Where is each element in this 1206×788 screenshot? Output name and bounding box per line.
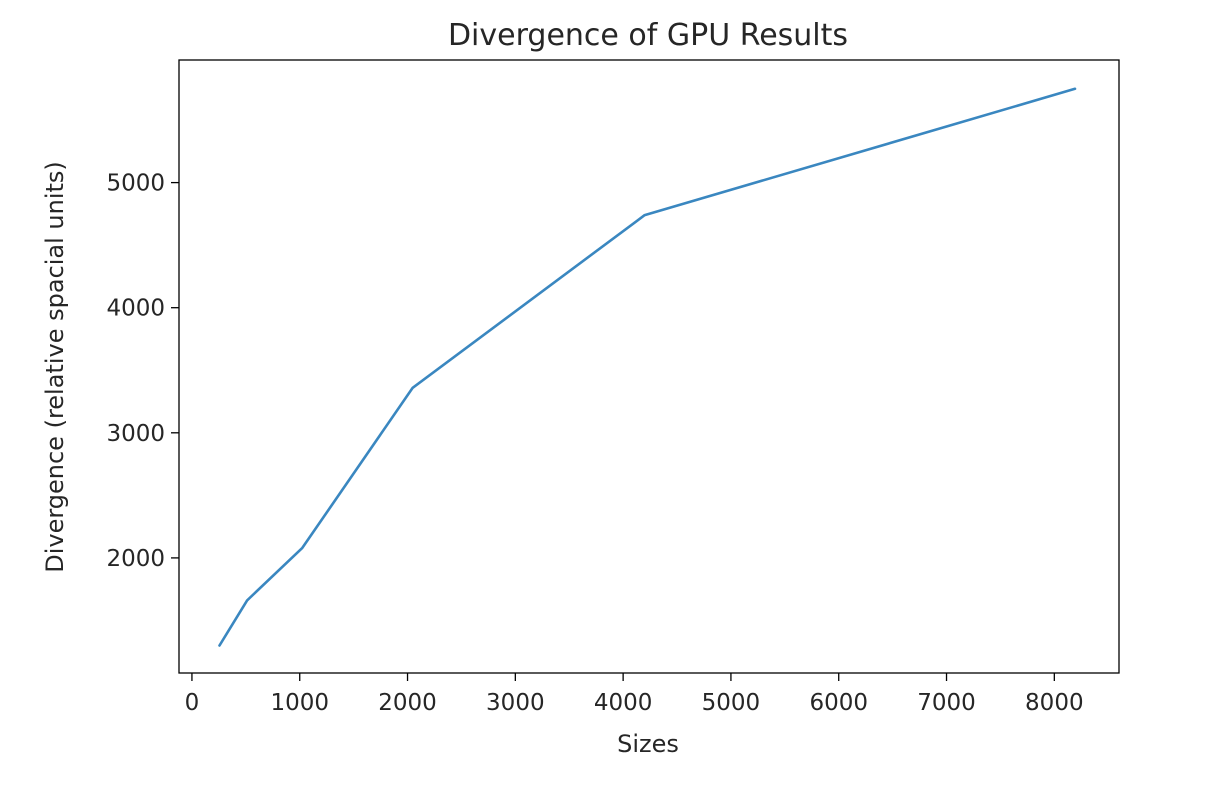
x-tick-label: 0	[185, 690, 200, 716]
x-tick-label: 5000	[702, 690, 761, 716]
y-tick-label: 4000	[106, 296, 165, 322]
x-tick-label: 8000	[1025, 690, 1084, 716]
x-tick-label: 1000	[270, 690, 329, 716]
plot-area: 0 1000 2000 3000 4000 5000 6000 7000 8000 2000 30…	[106, 59, 1120, 716]
x-axis-label: Sizes	[617, 730, 679, 758]
x-axis-ticks: 0 1000 2000 3000 4000 5000 6000 7000 8000	[185, 673, 1084, 716]
y-axis-label: Divergence (relative spacial units)	[41, 161, 69, 573]
y-tick-label: 3000	[106, 421, 165, 447]
series-layer	[218, 87, 1077, 647]
y-tick-label: 2000	[106, 546, 165, 572]
x-tick-label: 3000	[486, 690, 545, 716]
chart-title: Divergence of GPU Results	[448, 18, 848, 53]
y-axis-ticks: 2000 3000 4000 5000	[106, 171, 179, 572]
y-tick-label: 5000	[106, 171, 165, 197]
x-tick-label: 2000	[378, 690, 437, 716]
x-tick-label: 4000	[594, 690, 653, 716]
x-tick-label: 7000	[917, 690, 976, 716]
series-line	[218, 87, 1077, 647]
plot-frame	[178, 59, 1120, 674]
x-tick-label: 6000	[809, 690, 868, 716]
